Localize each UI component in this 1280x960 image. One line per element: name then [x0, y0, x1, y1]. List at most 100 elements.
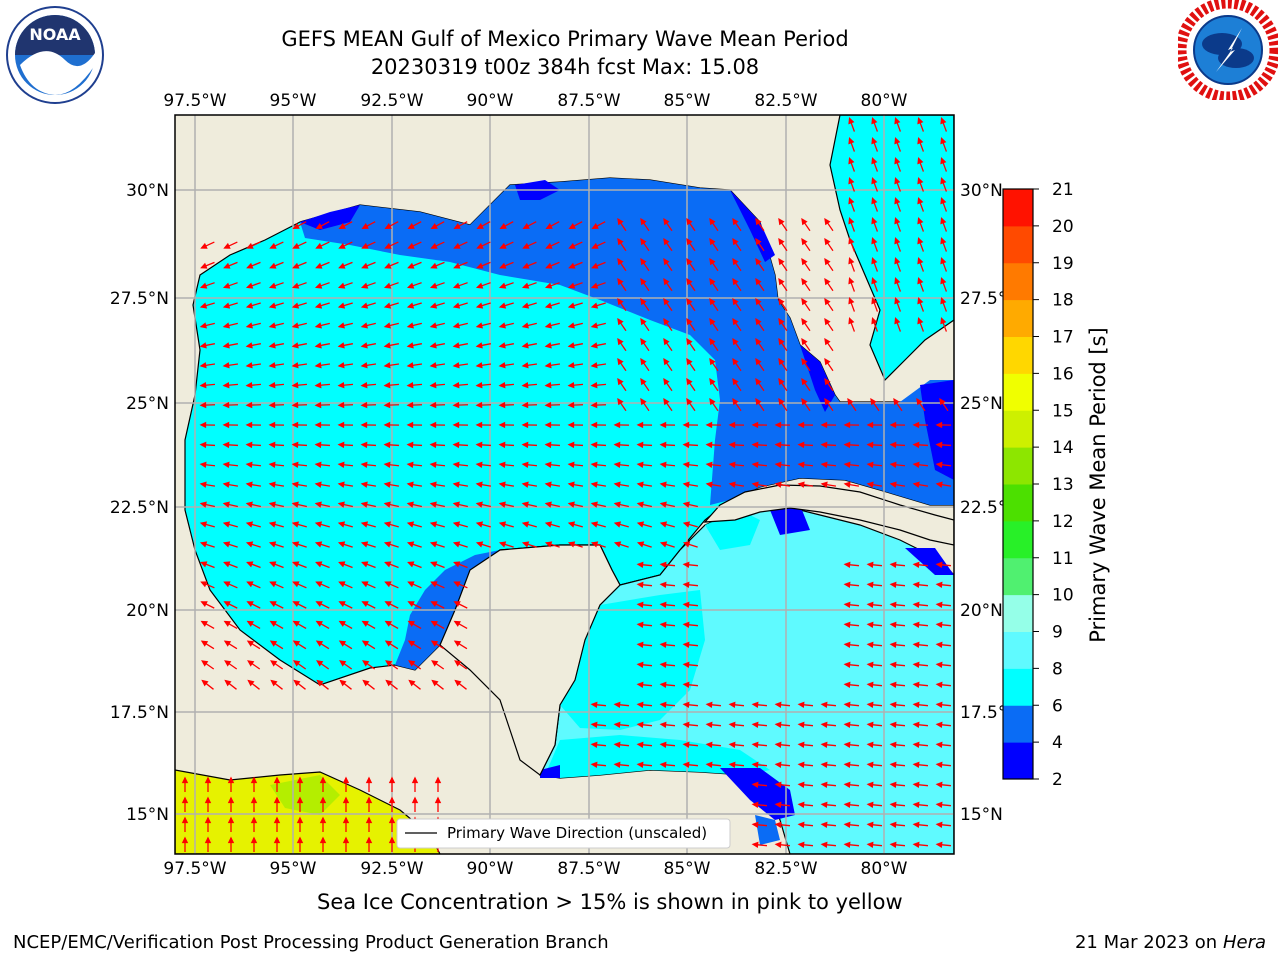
wave-direction-arrowhead — [429, 521, 438, 528]
wave-direction-arrowhead — [824, 377, 831, 386]
wave-direction-arrowhead — [866, 841, 874, 849]
wave-direction-arrowhead — [291, 421, 299, 429]
wave-direction-arrowhead — [337, 501, 345, 508]
wave-direction-arrowhead — [296, 776, 304, 784]
wave-direction-arrowhead — [268, 322, 276, 329]
wave-direction-arrowhead — [820, 801, 828, 809]
wave-direction-arrowhead — [201, 660, 209, 667]
wave-direction-arrowhead — [452, 401, 460, 409]
wave-direction-arrowhead — [407, 620, 415, 627]
wave-direction-arrowhead — [889, 821, 897, 829]
wave-direction-arrowhead — [270, 679, 278, 687]
wave-direction-arrowhead — [475, 481, 483, 488]
wave-direction-arrowhead — [889, 801, 897, 809]
wave-direction-arrowhead — [843, 641, 851, 649]
wave-direction-arrowhead — [545, 262, 553, 269]
wave-direction-arrowhead — [521, 302, 530, 309]
wave-direction-arrowhead — [751, 841, 759, 849]
wave-direction-arrowhead — [894, 117, 901, 125]
wave-direction-arrowhead — [613, 521, 622, 528]
wave-direction-arrowhead — [705, 441, 713, 449]
wave-direction-arrowhead — [384, 561, 392, 568]
wave-direction-arrowhead — [268, 441, 276, 449]
wave-direction-arrowhead — [590, 441, 598, 449]
colorbar-tick-label: 12 — [1052, 512, 1074, 532]
wave-direction-arrowhead — [521, 461, 529, 468]
wave-direction-arrowhead — [591, 242, 599, 249]
wave-direction-arrowhead — [291, 541, 300, 548]
colorbar-tick-label: 4 — [1052, 733, 1063, 753]
wave-direction-arrowhead — [360, 342, 368, 349]
wave-direction-arrowhead — [291, 501, 299, 508]
wave-direction-arrowhead — [452, 381, 460, 389]
wave-direction-arrowhead — [912, 721, 920, 729]
wave-direction-arrowhead — [452, 441, 460, 449]
colorbar-tick-label: 11 — [1052, 549, 1074, 569]
wave-direction-arrowhead — [227, 836, 235, 844]
wave-direction-arrowhead — [200, 262, 208, 269]
wave-direction-arrowhead — [223, 620, 231, 627]
wave-direction-arrowhead — [843, 441, 851, 449]
wave-direction-arrowhead — [778, 397, 785, 406]
wave-direction-arrowhead — [636, 661, 644, 669]
wave-direction-arrowhead — [732, 337, 739, 346]
wave-direction-arrowhead — [452, 362, 460, 369]
wave-direction-arrowhead — [912, 661, 920, 669]
wave-direction-arrowhead — [843, 721, 851, 729]
wave-direction-arrowhead — [222, 441, 230, 449]
lat-tick-left: 17.5°N — [110, 703, 169, 723]
wave-direction-arrowhead — [384, 242, 392, 249]
wave-direction-arrowhead — [360, 322, 368, 329]
wave-direction-arrowhead — [545, 242, 553, 249]
wave-direction-arrowhead — [291, 302, 300, 309]
wave-direction-arrowhead — [682, 481, 690, 488]
wave-direction-arrowhead — [824, 317, 831, 326]
wave-direction-arrowhead — [894, 257, 901, 265]
wave-direction-arrowhead — [843, 581, 851, 589]
wave-direction-arrowhead — [315, 620, 323, 627]
colorbar-tick-label: 2 — [1052, 770, 1063, 790]
colorbar-segment — [1003, 410, 1033, 448]
wave-direction-arrowhead — [797, 461, 805, 468]
wave-direction-arrowhead — [843, 701, 851, 709]
wave-direction-arrowhead — [778, 337, 785, 346]
wave-direction-arrowhead — [475, 302, 484, 309]
wave-direction-arrowhead — [871, 177, 878, 185]
wave-direction-arrowhead — [755, 397, 762, 406]
wave-direction-arrowhead — [522, 242, 530, 249]
wave-direction-arrowhead — [590, 322, 598, 329]
wave-direction-arrowhead — [705, 421, 713, 429]
wave-direction-arrowhead — [824, 357, 831, 366]
wave-direction-arrowhead — [246, 640, 255, 647]
wave-direction-arrowhead — [774, 701, 782, 709]
wave-direction-arrowhead — [222, 541, 231, 548]
wave-direction-arrowhead — [342, 816, 350, 824]
wave-direction-arrowhead — [893, 397, 900, 406]
wave-direction-arrowhead — [889, 721, 897, 729]
wave-direction-arrowhead — [245, 541, 254, 548]
wave-direction-arrowhead — [434, 796, 442, 804]
wave-direction-arrowhead — [917, 137, 924, 145]
wave-direction-arrowhead — [659, 581, 667, 589]
wave-direction-arrowhead — [613, 501, 621, 508]
wave-direction-arrowhead — [917, 217, 924, 225]
wave-direction-arrowhead — [659, 741, 667, 749]
colorbar-label: Primary Wave Mean Period [s] — [1086, 327, 1110, 643]
wave-direction-arrowhead — [319, 796, 327, 804]
wave-direction-arrowhead — [314, 541, 323, 548]
wave-direction-arrowhead — [476, 242, 484, 249]
wave-direction-arrowhead — [686, 297, 693, 306]
wave-direction-arrowhead — [912, 461, 920, 468]
wave-direction-arrowhead — [774, 841, 782, 849]
wave-direction-arrowhead — [245, 481, 253, 488]
colorbar-tick-label: 16 — [1052, 364, 1074, 384]
colorbar-tick-label: 10 — [1052, 586, 1074, 606]
wave-direction-arrowhead — [866, 681, 874, 689]
wave-direction-arrowhead — [774, 481, 782, 488]
wave-direction-arrowhead — [337, 461, 345, 468]
wave-direction-arrowhead — [755, 337, 762, 346]
wave-direction-arrowhead — [201, 679, 209, 687]
wave-direction-arrowhead — [843, 601, 851, 609]
wave-direction-arrowhead — [314, 461, 322, 468]
lon-tick-top: 87.5°W — [557, 91, 620, 111]
